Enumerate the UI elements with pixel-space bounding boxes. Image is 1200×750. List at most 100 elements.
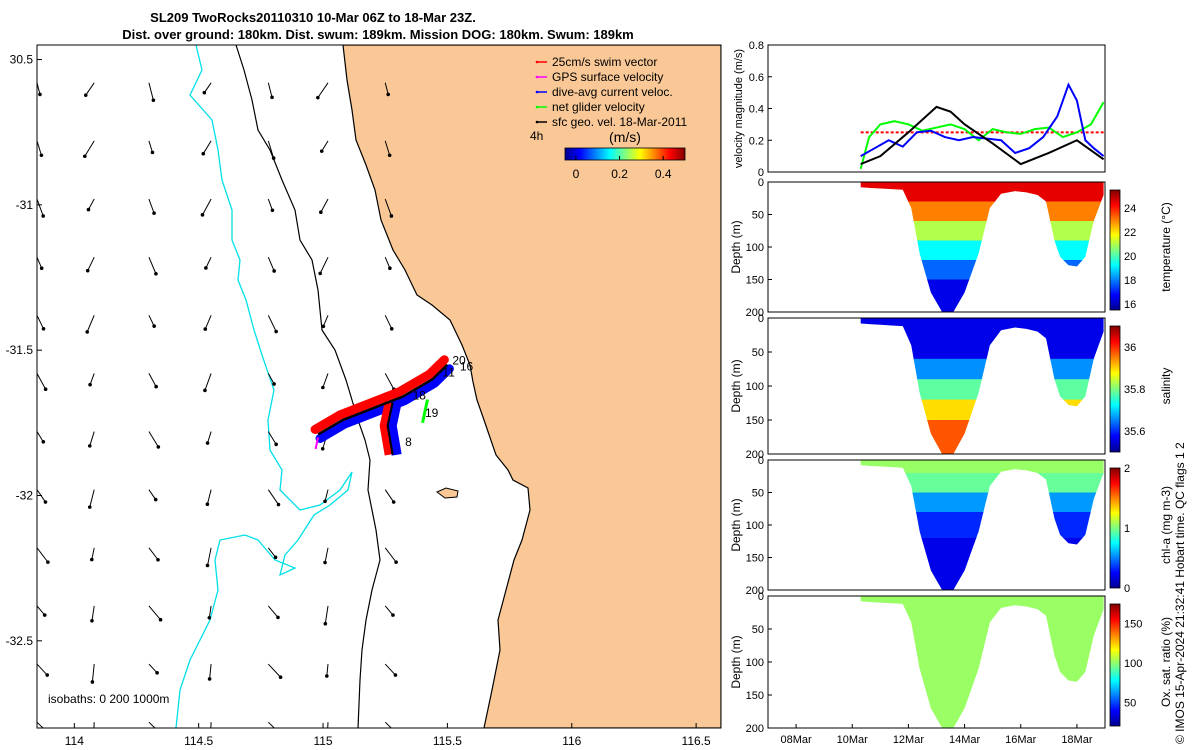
velocity-y-tick-label: 0.8 [749, 40, 764, 52]
geo-vector-shaft [148, 547, 159, 561]
legend-swatch-head [535, 75, 539, 79]
map-x-tick-label: 116 [562, 734, 581, 748]
geo-vector-head [38, 92, 42, 97]
track-label: 20 [452, 354, 466, 368]
dive-current-branch [386, 401, 402, 456]
colorbar-gradient [564, 147, 686, 161]
geo-vector-shaft [324, 489, 329, 502]
geo-vector-shaft [202, 140, 212, 154]
salinity-section-y-tick-label: 50 [752, 347, 764, 359]
chla-section-y-tick-label: 200 [746, 585, 764, 597]
oxygen-section-colorbar-tick-label: 150 [1124, 619, 1142, 631]
chla-section-y-tick-label: 100 [746, 520, 764, 532]
legend-label: GPS surface velocity [552, 70, 663, 84]
oxygen-section-y-tick-label: 150 [746, 690, 764, 702]
chla-section-colorbar [1109, 467, 1121, 589]
garden-island [436, 487, 459, 499]
geo-vector-shaft [321, 140, 329, 152]
geo-vector-shaft [384, 198, 392, 217]
geo-vector-shaft [37, 721, 44, 728]
velocity-y-tick-label: 0.2 [749, 135, 764, 147]
temperature-section-y-tick-label: 150 [746, 275, 764, 287]
geo-vector-shaft [384, 373, 395, 390]
geo-vector-head [83, 93, 88, 97]
salinity-section-y-axis-label: Depth (m) [729, 359, 743, 412]
geo-velocity-vectors [37, 82, 398, 733]
time-tick-label: 14Mar [949, 734, 981, 746]
oxygen-section-y-axis-label: Depth (m) [729, 635, 743, 688]
map-y-tick-label: -31.5 [6, 343, 34, 357]
geo-vector-head [85, 330, 89, 334]
salinity-section-colorbar-label: salinity [1159, 368, 1173, 405]
geo-vector-shaft [267, 721, 276, 728]
geo-vector-head [275, 729, 279, 733]
geo-vector-shaft [37, 256, 43, 269]
geo-vector-head [43, 387, 48, 392]
geo-vector-shaft [89, 489, 95, 508]
geo-vector-head [205, 441, 210, 445]
geo-vector-shaft [91, 605, 95, 621]
map-y-ticks: 30.5 -31 -31.5 -32 -32.5 [6, 53, 42, 648]
geo-vector-shaft [210, 722, 212, 728]
geo-vector-head [389, 327, 394, 331]
time-tick-label: 08Mar [780, 734, 812, 746]
geo-vector-head [274, 329, 278, 334]
velocity-y-tick-label: 0 [758, 167, 764, 179]
geo-vector-shaft [205, 256, 212, 269]
map-x-tick-label: 114.5 [184, 734, 213, 748]
geo-vector-head [321, 324, 326, 329]
geo-vector-shaft [37, 315, 44, 330]
time-tick-label: 16Mar [1005, 734, 1037, 746]
geo-vector-shaft [202, 198, 212, 216]
geo-vector-shaft [148, 431, 159, 448]
geo-vector-head [207, 615, 212, 620]
track-label: 16 [460, 360, 474, 374]
geo-vector-head [41, 327, 46, 331]
geo-vector-shaft [91, 664, 95, 683]
track-label: 11 [442, 365, 455, 379]
chla-section-y-tick-label: 50 [752, 488, 764, 500]
geo-vector-head [39, 153, 44, 158]
geo-vector-shaft [267, 605, 279, 618]
time-tick-label: 10Mar [837, 734, 869, 746]
salinity-section-y-tick-label: 0 [758, 313, 764, 325]
geo-vector-shaft [148, 140, 153, 153]
track-label: 8 [405, 435, 412, 449]
geo-vector-head [156, 557, 160, 562]
velocity-series-dive [860, 82, 1105, 157]
temperature-section-colorbar-tick-label: 18 [1124, 275, 1136, 287]
velocity-y-axis-label: velocity magnitude (m/s) [733, 49, 745, 168]
isobath-1000m [175, 45, 353, 728]
geo-vector-shaft [37, 431, 44, 443]
geo-vector-shaft [87, 256, 95, 271]
geo-vector-head [319, 149, 324, 153]
geo-vector-shaft [267, 140, 275, 159]
legend-swatch-head [535, 120, 539, 124]
geo-vector-head [155, 671, 159, 675]
salinity-section-colorbar-tick-label: 35.6 [1124, 426, 1145, 438]
geo-vector-head [204, 266, 208, 270]
oxygen-section-y-tick-label: 50 [752, 624, 764, 636]
geo-vector-shaft [207, 547, 212, 566]
geo-vector-head [391, 613, 395, 617]
geo-vector-shaft [85, 82, 95, 96]
geo-vector-head [203, 327, 208, 331]
legend-swatch-head [535, 90, 539, 94]
geo-vector-head [41, 439, 46, 444]
colorbar-tick-label: 0.4 [655, 167, 672, 181]
track-label: 18 [413, 389, 427, 403]
geo-vector-head [200, 213, 205, 217]
oxygen-section: 0 50 100 150 200 Depth (m) 50 100 150 Ox. sat. ra… [729, 591, 1173, 735]
map-frame [36, 44, 722, 729]
geo-vector-shaft [84, 140, 95, 157]
geo-vector-shaft [148, 315, 155, 327]
geo-vector-head [389, 214, 394, 218]
temperature-section-colorbar-tick-label: 24 [1124, 203, 1136, 215]
legend-label: net glider velocity [552, 100, 645, 114]
geo-vector-head [42, 613, 47, 617]
geo-vector-head [201, 151, 206, 156]
legend-label: sfc geo. vel. 18-Mar-2011 [552, 115, 688, 129]
geo-vector-head [270, 208, 275, 213]
legend-swatch-head [535, 105, 539, 109]
